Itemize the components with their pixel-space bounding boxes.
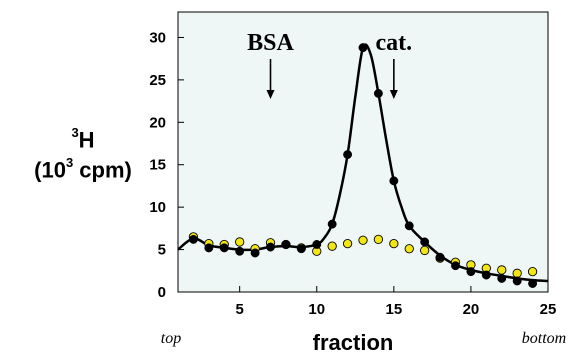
x-axis-label: fraction [313,330,394,353]
yellow-point [342,238,353,249]
yellow-point [389,238,399,249]
y-axis-label-line1: 3H [8,125,158,153]
yellow-point [235,237,245,247]
x-tick-label: 10 [308,301,325,318]
yellow-point [373,234,384,245]
black-point [312,240,322,249]
x-tick-label: 25 [540,301,557,318]
black-point [435,252,445,262]
yellow-point [327,241,337,251]
black-point [358,43,368,53]
black-point [466,267,476,277]
black-point [250,248,260,258]
black-point [204,243,214,253]
x-tick-label: 15 [385,301,402,318]
yellow-point [527,266,538,277]
black-point [528,279,538,288]
top-end-label: top [161,330,181,347]
black-point [373,89,383,98]
annotation-label: BSA [247,30,294,56]
annotation-label: cat. [376,30,413,56]
yellow-point [512,268,522,278]
y-tick-label: 0 [158,284,166,301]
yellow-point [497,265,507,275]
annotation-arrowhead [389,90,398,99]
y-axis-label-sup: 3 [71,125,79,140]
black-point [389,176,399,186]
black-point [451,261,460,271]
y-tick-label: 5 [158,242,166,259]
yellow-point [404,244,414,254]
y-axis-label-line2: (103 cpm) [8,155,158,183]
y-tick-label: 20 [149,114,166,131]
yellow-point [420,245,430,256]
black-point [327,219,337,229]
black-point [481,270,491,280]
black-point [219,243,229,253]
y-axis-label-main: H [78,127,95,153]
annotation-arrowhead [266,90,275,99]
black-point [497,273,507,283]
x-tick-label: 20 [463,301,480,318]
y-tick-label: 30 [149,29,166,46]
x-tick-label: 5 [235,301,243,318]
y-tick-label: 15 [149,157,166,174]
y-tick-label: 25 [149,72,166,89]
black-point [420,237,430,247]
yellow-point [358,235,368,245]
y-tick-label: 10 [149,199,166,216]
y-axis-label-unit: cpm) [79,157,132,183]
black-point [512,276,522,286]
y-axis-label-prefix: (10 [34,157,66,183]
black-point [235,246,245,256]
bottom-end-label: bottom [522,330,566,347]
black-point [266,242,275,252]
black-point [404,221,414,231]
black-point [188,234,198,244]
y-axis-label-prefix-sup: 3 [65,155,74,170]
black-point [296,244,306,254]
black-point [281,240,291,249]
black-point [343,150,353,159]
